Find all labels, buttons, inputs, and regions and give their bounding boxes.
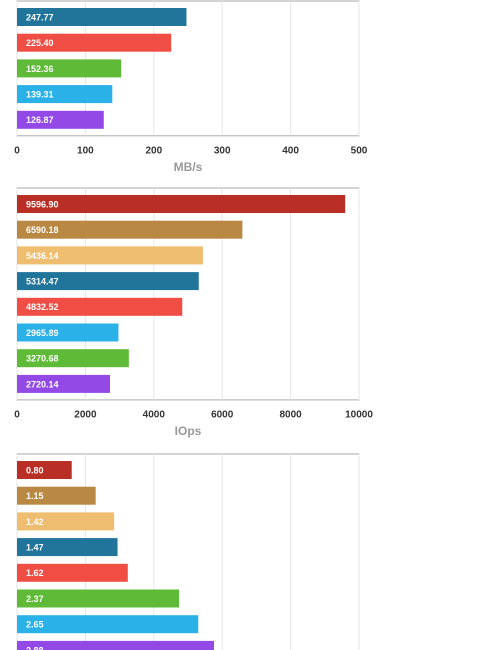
- value-label: 1.15: [26, 491, 44, 501]
- value-label: 2.65: [26, 620, 44, 630]
- bar: [17, 615, 199, 634]
- value-label: 2720.14: [26, 379, 59, 389]
- x-tick-label: 6000: [211, 410, 234, 421]
- x-tick-label: 200: [145, 145, 162, 156]
- value-label: 139.31: [26, 89, 54, 99]
- bar: [17, 589, 180, 608]
- bar: [17, 195, 346, 213]
- bar: [17, 33, 172, 52]
- value-label: 2.88: [26, 645, 44, 650]
- value-label: 2.37: [26, 594, 44, 604]
- x-tick-label: 100: [77, 145, 94, 156]
- bar: [17, 85, 113, 104]
- value-label: 1.47: [26, 542, 44, 552]
- bar: [17, 640, 214, 650]
- bar: [17, 110, 104, 129]
- bar: [17, 59, 122, 78]
- value-label: 3270.68: [26, 354, 59, 364]
- x-axis-label: MB/s: [174, 160, 203, 174]
- x-tick-label: 300: [214, 145, 231, 156]
- value-label: 0.80: [26, 465, 44, 475]
- x-tick-label: 500: [351, 145, 368, 156]
- value-label: 1.42: [26, 517, 44, 527]
- bar: [17, 246, 203, 265]
- x-tick-label: 0: [14, 410, 20, 421]
- value-label: 6590.18: [26, 225, 59, 235]
- x-tick-label: 0: [14, 145, 20, 156]
- value-label: 247.77: [26, 12, 54, 22]
- bar: [17, 538, 118, 557]
- bar: [17, 272, 199, 291]
- bar: [17, 220, 243, 239]
- x-tick-label: 400: [282, 145, 299, 156]
- value-label: 152.36: [26, 64, 54, 74]
- value-label: 225.40: [26, 38, 54, 48]
- value-label: 5436.14: [26, 251, 59, 261]
- value-label: 5314.47: [26, 276, 59, 286]
- x-tick-label: 2000: [74, 410, 97, 421]
- x-tick-label: 10000: [345, 410, 373, 421]
- bar: [17, 297, 183, 316]
- bar: [17, 486, 96, 505]
- bar: [17, 512, 115, 531]
- x-tick-label: 4000: [143, 410, 166, 421]
- value-label: 2965.89: [26, 328, 59, 338]
- value-label: 1.62: [26, 568, 44, 578]
- bar: [17, 374, 111, 393]
- bar: [17, 8, 187, 26]
- x-tick-label: 8000: [279, 410, 302, 421]
- value-label: 4832.52: [26, 302, 59, 312]
- value-label: 9596.90: [26, 199, 59, 209]
- bar: [17, 323, 119, 342]
- bar: [17, 563, 128, 582]
- value-label: 126.87: [26, 115, 54, 125]
- x-axis-label: IOps: [175, 424, 202, 438]
- bar: [17, 461, 72, 479]
- bar: [17, 349, 129, 368]
- plot-area: [16, 187, 360, 401]
